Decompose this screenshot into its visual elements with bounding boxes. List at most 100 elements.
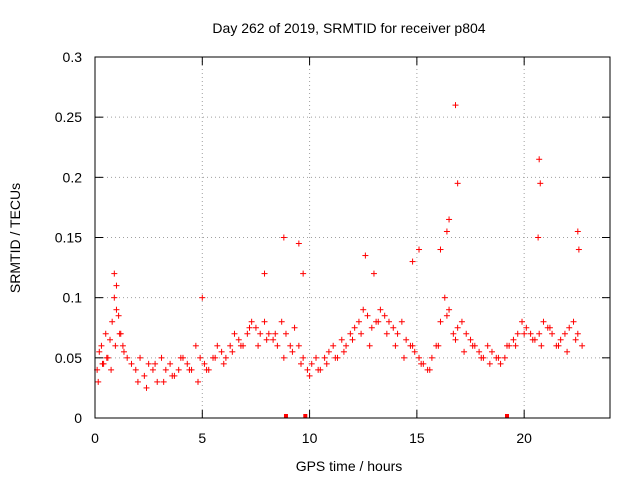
data-point: [227, 342, 234, 349]
data-point: [349, 336, 356, 343]
data-point: [128, 360, 135, 367]
ground-mark: [505, 414, 509, 418]
data-point: [486, 360, 493, 367]
data-point: [295, 240, 302, 247]
data-point: [364, 312, 371, 319]
data-point: [167, 360, 174, 367]
data-point: [557, 336, 564, 343]
data-point: [152, 360, 159, 367]
data-point: [446, 306, 453, 313]
data-point: [452, 102, 459, 109]
data-point: [566, 324, 573, 331]
data-point: [201, 360, 208, 367]
data-point: [116, 330, 123, 337]
data-point: [398, 318, 405, 325]
data-point: [537, 180, 544, 187]
data-point: [102, 330, 109, 337]
data-point: [199, 294, 206, 301]
data-point: [298, 360, 304, 367]
data-point: [443, 228, 450, 235]
data-point: [308, 360, 315, 367]
data-point: [452, 336, 459, 343]
data-point: [160, 378, 167, 385]
data-point: [291, 324, 298, 331]
data-point: [512, 342, 519, 349]
data-point: [564, 348, 571, 355]
data-point: [120, 348, 127, 355]
data-point: [484, 342, 491, 349]
data-point: [411, 348, 418, 355]
data-point: [280, 354, 287, 361]
data-point: [96, 348, 103, 355]
data-point: [270, 336, 277, 343]
data-point: [377, 306, 384, 313]
data-point: [149, 366, 156, 373]
data-point: [441, 294, 448, 301]
data-point: [446, 216, 453, 223]
data-point: [555, 342, 562, 349]
data-point: [501, 354, 508, 361]
x-tick-label: 20: [516, 430, 532, 446]
data-point: [315, 366, 322, 373]
data-point: [231, 330, 238, 337]
data-point: [321, 354, 328, 361]
data-point: [394, 330, 401, 337]
data-point: [287, 342, 294, 349]
data-point: [437, 246, 444, 253]
data-point: [124, 354, 131, 361]
data-point: [519, 318, 526, 325]
data-point: [134, 378, 141, 385]
data-point: [403, 336, 410, 343]
data-point: [458, 318, 465, 325]
data-point: [381, 312, 388, 319]
data-point: [510, 336, 517, 343]
data-point: [177, 354, 184, 361]
data-point: [355, 318, 362, 325]
data-point: [323, 360, 330, 367]
y-tick-label: 0.15: [55, 230, 82, 246]
data-point: [111, 294, 118, 301]
data-point: [370, 270, 377, 277]
axis-ticks: 0 0.05 0.1 0.15 0.2 0.25 0.3 0 5 10 15 20: [55, 49, 610, 446]
y-axis-label: SRMTID / TECUs: [7, 183, 23, 293]
data-point: [416, 246, 423, 253]
data-point: [383, 330, 390, 337]
data-point: [212, 354, 219, 361]
data-point: [401, 354, 407, 361]
data-point: [272, 330, 279, 337]
data-point: [418, 360, 425, 367]
data-point: [574, 330, 581, 337]
y-tick-label: 0.05: [55, 350, 82, 366]
data-point: [409, 342, 416, 349]
data-point: [295, 342, 302, 349]
data-point: [257, 330, 264, 337]
data-point: [304, 366, 311, 373]
data-point: [325, 348, 332, 355]
data-point: [332, 354, 339, 361]
data-point: [108, 366, 115, 373]
data-point: [351, 324, 358, 331]
data-point: [469, 342, 476, 349]
data-point: [154, 378, 161, 385]
data-point: [575, 246, 582, 253]
data-point: [435, 342, 442, 349]
data-point: [237, 342, 244, 349]
data-point: [282, 330, 289, 337]
data-point: [229, 348, 236, 355]
data-point: [132, 366, 139, 373]
data-point: [113, 282, 120, 289]
data-point: [426, 366, 433, 373]
data-point: [162, 366, 169, 373]
data-point: [338, 336, 345, 343]
data-point: [192, 342, 199, 349]
data-point: [476, 348, 483, 355]
data-point: [195, 378, 201, 385]
y-tick-label: 0.1: [63, 290, 83, 306]
data-point: [107, 336, 114, 343]
data-point: [561, 330, 568, 337]
data-point: [488, 348, 495, 355]
data-point: [390, 324, 397, 331]
data-point: [478, 354, 485, 361]
data-point: [574, 228, 581, 235]
data-point: [362, 252, 369, 259]
